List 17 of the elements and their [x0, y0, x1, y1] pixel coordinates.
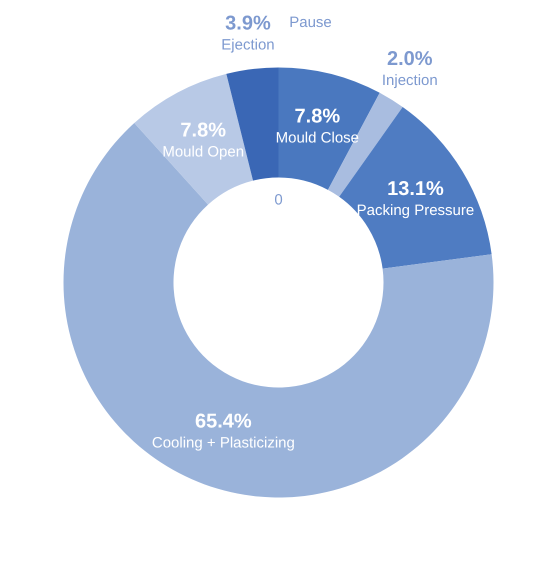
donut-slice — [134, 74, 254, 205]
donut-slice — [278, 68, 380, 190]
data-label: 7.8% — [294, 105, 340, 128]
slice-label: Cooling + Plasticizing — [152, 434, 295, 452]
data-label: 65.4% — [195, 410, 252, 433]
slice-label: Packing Pressure — [356, 202, 474, 219]
text: 0 — [274, 192, 283, 208]
donut-slice — [64, 123, 494, 498]
slice-label: Mould Open — [162, 143, 244, 160]
data-label: 3.9% — [225, 12, 271, 34]
slice-label: Injection — [382, 72, 438, 89]
data-label: 2.0% — [386, 48, 433, 70]
slice-label: Ejection — [221, 36, 275, 54]
data-label: 13.1% — [387, 178, 444, 200]
data-label: 7.8% — [180, 119, 226, 142]
slice-label: Mould Close — [276, 129, 360, 146]
text: Pause — [289, 14, 332, 31]
